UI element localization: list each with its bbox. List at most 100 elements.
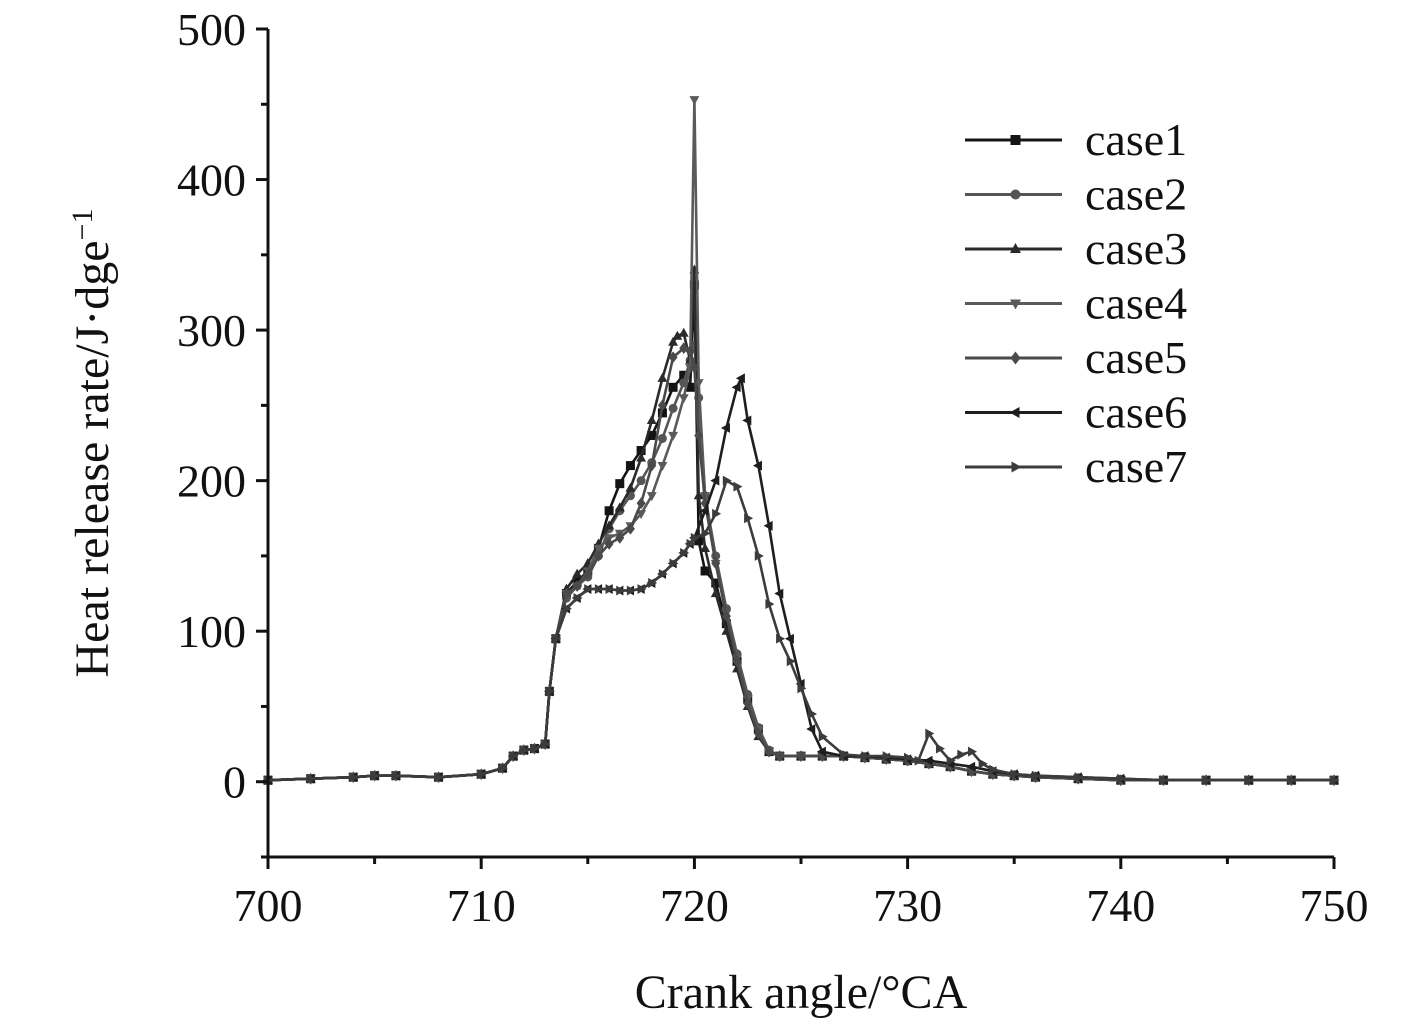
legend-item-case2: case2 [965,169,1187,220]
legend-label: case3 [1085,223,1187,274]
data-point [1074,772,1084,783]
data-point [711,578,721,588]
data-point [668,431,679,441]
legend-item-case5: case5 [965,332,1187,383]
data-point [685,382,695,392]
legend-marker [1010,299,1021,310]
data-point [753,727,763,740]
legend-marker [1010,135,1021,145]
data-point [678,394,689,404]
data-point [721,625,732,635]
data-point [712,508,722,519]
legend-label: case5 [1085,332,1187,383]
data-point [765,599,775,610]
data-point [840,749,850,760]
tick-layer: 700 710 720 730 740 750 0 100 200 300 400 500 [177,4,1369,931]
legend-label: case6 [1085,387,1187,438]
data-point [604,538,614,550]
data-point [657,408,667,418]
data-point [966,761,976,772]
data-point [615,531,625,544]
data-point [545,686,555,697]
data-point [989,764,999,775]
legend-label: case7 [1085,441,1187,492]
data-point [657,461,668,471]
data-point [946,755,956,766]
data-point [1159,775,1169,786]
data-point [752,460,762,471]
data-point [904,752,913,763]
data-point [733,481,743,492]
data-point [700,497,710,510]
data-point [392,770,402,781]
data-point [593,544,604,554]
data-point [967,746,977,757]
data-point [509,751,519,762]
data-point [1031,770,1041,781]
data-point [646,415,657,425]
data-point [593,550,603,562]
data-point [584,584,594,594]
data-point [680,547,690,558]
data-point [743,697,753,710]
data-point [685,345,695,358]
legend-item-case3: case3 [965,223,1187,274]
data-point [744,513,754,524]
legend-item-case7: case7 [965,441,1187,492]
data-point [647,430,657,440]
data-point [775,750,785,762]
data-point [615,479,625,489]
data-point [658,569,668,579]
x-tick-label: 710 [447,880,516,931]
data-point [637,584,647,594]
data-point [625,482,636,492]
x-tick-label: 720 [660,880,729,931]
data-point [861,751,871,762]
legend-label: case2 [1085,169,1187,220]
data-point [1330,775,1340,786]
data-point [647,459,657,472]
data-point [786,656,796,667]
data-point [477,769,487,780]
data-point [925,728,935,739]
data-point [594,584,604,594]
data-point [710,588,721,598]
data-point [604,506,614,516]
data-point [784,633,794,644]
data-point [636,497,646,510]
data-point [669,558,679,569]
data-point [689,96,700,106]
data-point [710,475,720,486]
data-point [776,633,786,644]
data-point [605,584,615,594]
data-point [1010,769,1020,780]
data-point [686,538,696,549]
data-point [914,755,924,766]
data-point [604,520,615,530]
data-point [808,709,818,719]
data-point [731,382,741,393]
data-point [1287,775,1297,786]
data-point [689,361,699,374]
legend-item-case4: case4 [965,278,1187,329]
data-point [1245,775,1255,786]
data-point [796,750,806,762]
data-point [636,476,646,486]
data-point [636,446,646,456]
data-point [720,422,730,433]
data-point [1202,775,1212,786]
data-point [699,505,709,516]
data-point [818,731,828,742]
y-tick-label: 300 [177,305,246,356]
data-point [371,770,380,781]
data-point [690,532,700,543]
legend-label: case1 [1085,114,1187,165]
data-point [614,502,625,512]
data-point [625,461,635,471]
data-point [616,585,626,596]
data-point [572,568,583,578]
data-point [648,578,658,588]
legend-marker [1009,407,1020,418]
data-point [307,773,317,784]
